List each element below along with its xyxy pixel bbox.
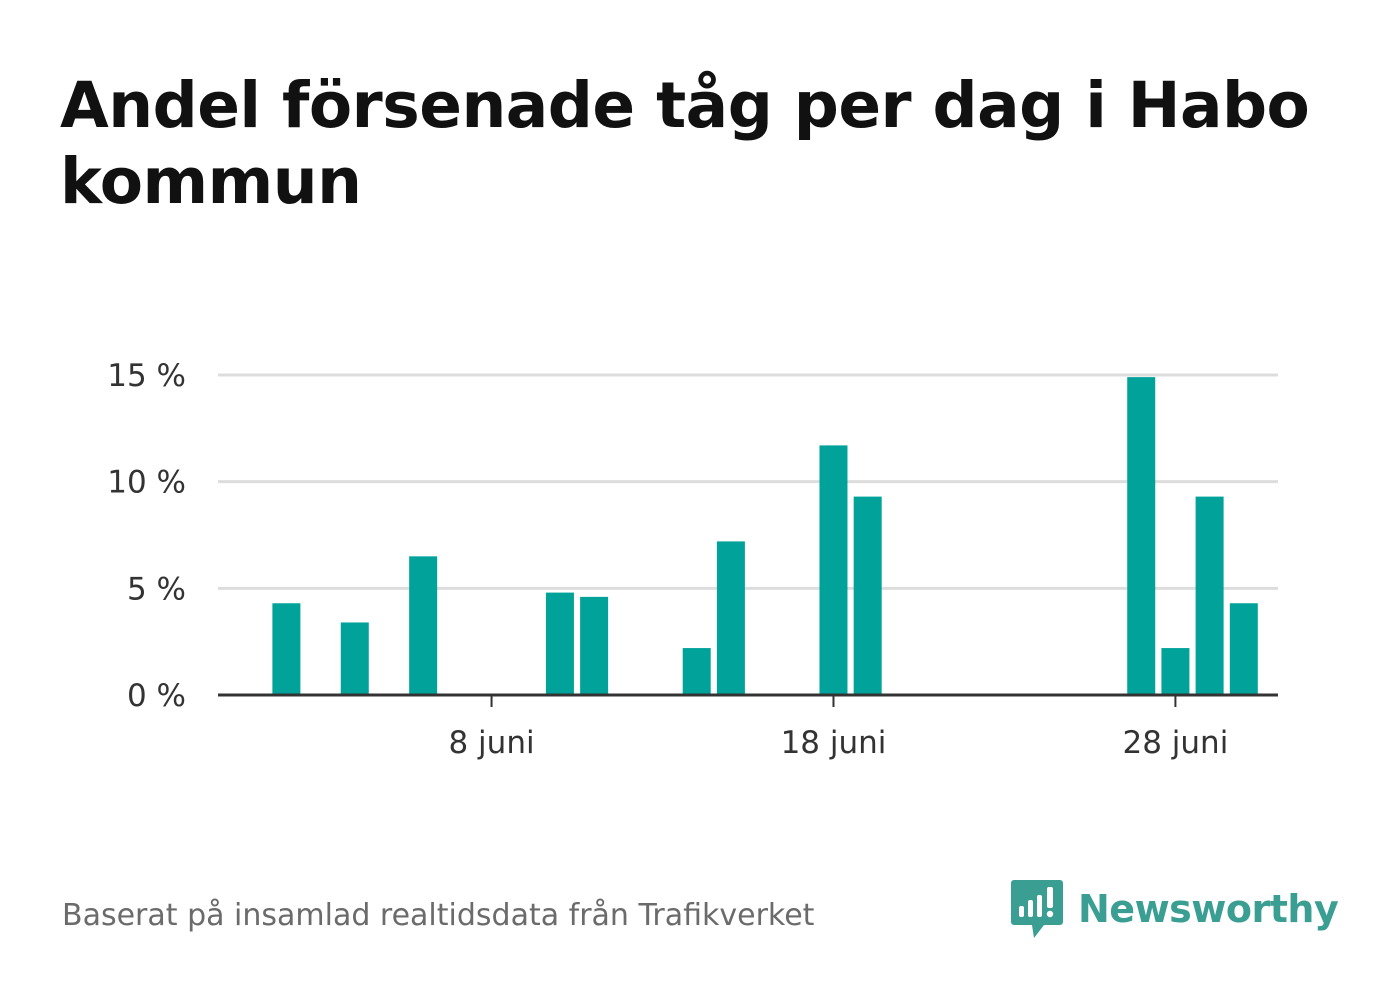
- y-tick-label: 5 %: [127, 571, 186, 607]
- bar: [682, 648, 711, 695]
- bar: [580, 596, 609, 695]
- x-tick-label: 28 juni: [1123, 725, 1229, 761]
- bar-chart: 0 % 5 % 10 % 15 % 8 juni 18 juni 28 juni: [107, 358, 1278, 761]
- bar: [1127, 377, 1156, 695]
- bars: [272, 377, 1258, 695]
- bar: [716, 541, 745, 695]
- x-tick-label: 8 juni: [448, 725, 534, 761]
- brand-logo: Newsworthy: [1010, 878, 1339, 940]
- brand-name: Newsworthy: [1078, 887, 1339, 931]
- y-tick-label: 0 %: [127, 678, 186, 714]
- bar: [1161, 648, 1190, 695]
- chart-title: Andel försenade tåg per dag i Habo kommu…: [60, 69, 1310, 218]
- x-tick-label: 18 juni: [781, 725, 887, 761]
- y-tick-label: 15 %: [107, 358, 186, 394]
- newsworthy-logo-icon: [1011, 880, 1063, 938]
- x-axis: [218, 693, 1278, 707]
- bar: [1229, 603, 1258, 695]
- gridlines: [218, 373, 1278, 590]
- y-tick-label: 10 %: [107, 465, 186, 501]
- bar: [545, 592, 574, 695]
- bar: [819, 445, 848, 695]
- bar: [340, 622, 369, 695]
- source-note: Baserat på insamlad realtidsdata från Tr…: [62, 898, 815, 933]
- tick-labels: 0 % 5 % 10 % 15 % 8 juni 18 juni 28 juni: [107, 358, 1228, 761]
- bar: [272, 603, 301, 695]
- bar: [1195, 496, 1224, 695]
- bar: [409, 556, 438, 695]
- bar: [853, 496, 882, 695]
